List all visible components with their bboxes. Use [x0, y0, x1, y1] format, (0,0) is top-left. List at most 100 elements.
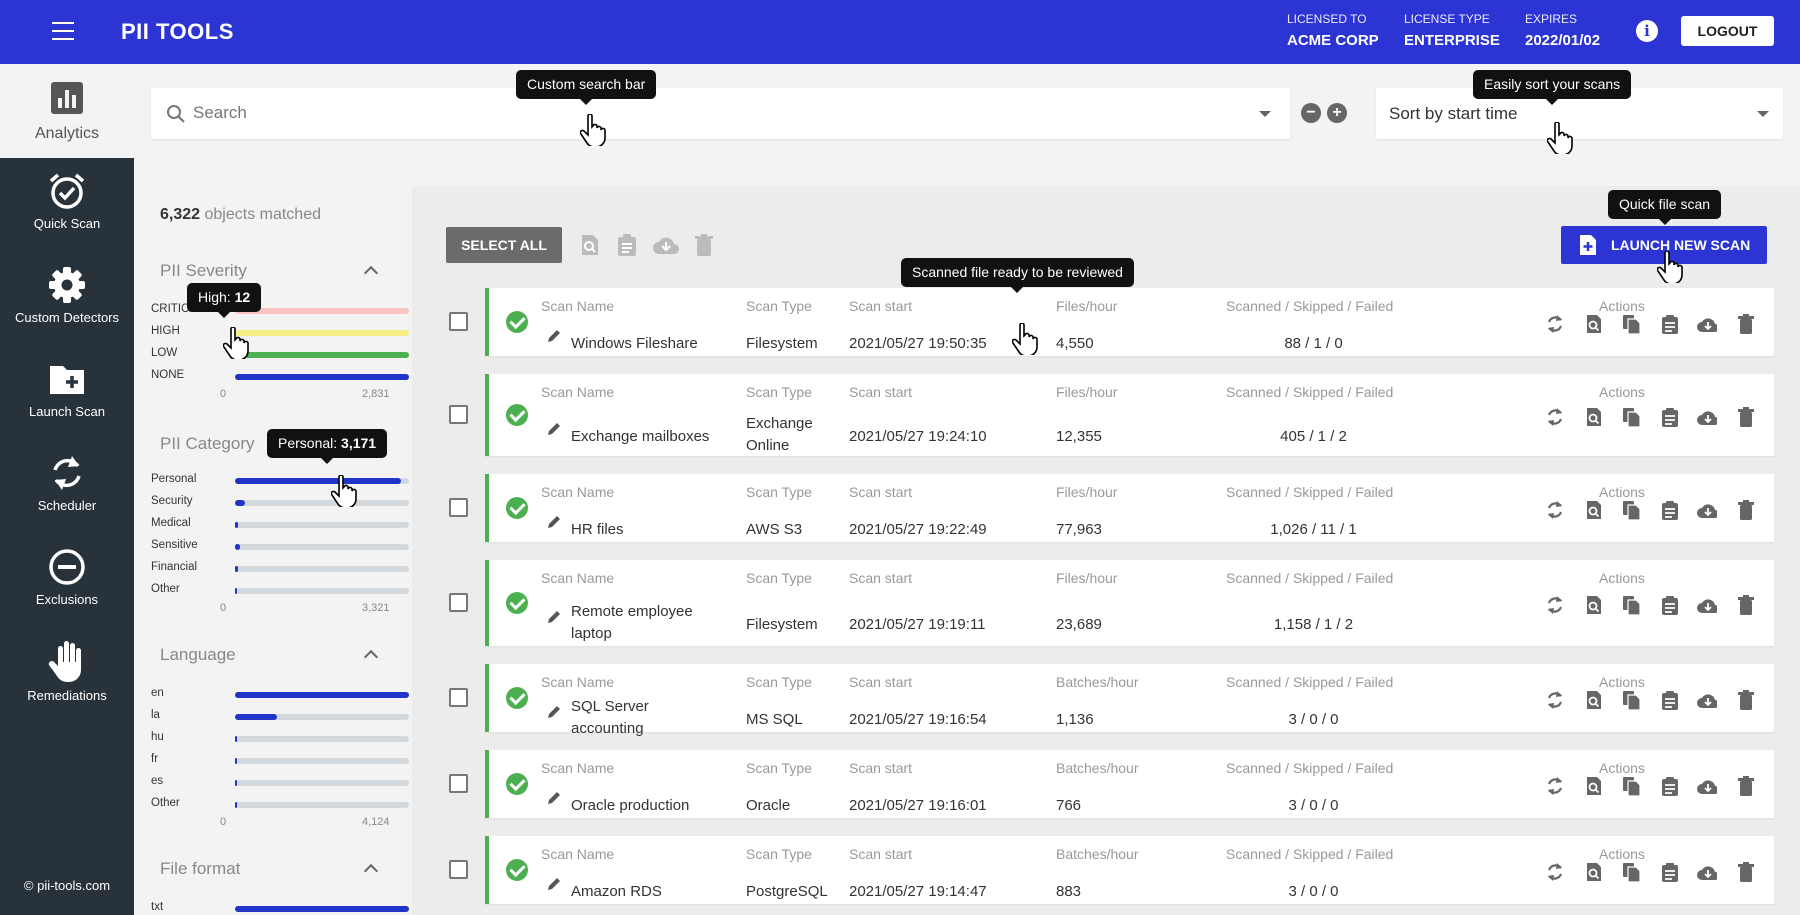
stat-bar-row[interactable]: la	[151, 709, 409, 723]
refresh-icon[interactable]	[1545, 595, 1565, 615]
edit-icon[interactable]	[547, 329, 561, 343]
cloud-download-icon[interactable]	[1697, 500, 1717, 520]
scan-row[interactable]: Scan Name Remote employee laptop Scan Ty…	[485, 560, 1774, 646]
nav-item-launch-scan[interactable]: Launch Scan	[0, 360, 134, 419]
search-file-icon[interactable]	[1584, 407, 1604, 427]
scan-row[interactable]: Scan Name SQL Server accounting Scan Typ…	[485, 664, 1774, 737]
row-checkbox[interactable]	[449, 312, 468, 331]
nav-item-remediations[interactable]: Remediations	[0, 640, 134, 703]
scan-name[interactable]: Exchange mailboxes	[571, 428, 710, 445]
row-checkbox[interactable]	[449, 860, 468, 879]
stat-bar-row[interactable]: Other	[151, 583, 409, 597]
trash-icon[interactable]	[1736, 595, 1756, 615]
search-bar[interactable]	[151, 88, 1290, 139]
row-checkbox[interactable]	[449, 774, 468, 793]
search-file-icon[interactable]	[1584, 776, 1604, 796]
trash-icon[interactable]	[1736, 776, 1756, 796]
chevron-up-icon[interactable]	[363, 265, 379, 281]
search-file-icon[interactable]	[1584, 314, 1604, 334]
scan-name[interactable]: Windows Fileshare	[571, 335, 698, 352]
scan-name[interactable]: SQL Server accounting	[571, 698, 649, 737]
clipboard-icon[interactable]	[617, 234, 637, 256]
cloud-download-icon[interactable]	[653, 234, 679, 256]
scan-name[interactable]: Oracle production	[571, 797, 690, 814]
trash-icon[interactable]	[1736, 314, 1756, 334]
menu-icon[interactable]	[52, 22, 74, 40]
refresh-icon[interactable]	[1545, 776, 1565, 796]
stat-bar-row[interactable]: txt	[151, 901, 409, 915]
search-input[interactable]	[193, 100, 1213, 126]
clipboard-icon[interactable]	[1660, 500, 1680, 520]
chevron-up-icon[interactable]	[363, 649, 379, 665]
trash-icon[interactable]	[695, 234, 713, 256]
trash-icon[interactable]	[1736, 862, 1756, 882]
copy-icon[interactable]	[1622, 500, 1642, 520]
stat-bar-row[interactable]: Personal	[151, 473, 409, 487]
cloud-download-icon[interactable]	[1697, 776, 1717, 796]
stat-bar-row[interactable]: hu	[151, 731, 409, 745]
clipboard-icon[interactable]	[1660, 407, 1680, 427]
edit-icon[interactable]	[547, 610, 561, 624]
scan-name[interactable]: Remote employee laptop	[571, 603, 693, 642]
info-icon[interactable]: i	[1636, 20, 1658, 42]
trash-icon[interactable]	[1736, 690, 1756, 710]
edit-icon[interactable]	[547, 877, 561, 891]
refresh-icon[interactable]	[1545, 862, 1565, 882]
edit-icon[interactable]	[547, 705, 561, 719]
refresh-icon[interactable]	[1545, 500, 1565, 520]
search-file-icon[interactable]	[1584, 595, 1604, 615]
copy-icon[interactable]	[1622, 690, 1642, 710]
nav-item-custom-detectors[interactable]: Custom Detectors	[0, 266, 134, 325]
cloud-download-icon[interactable]	[1697, 690, 1717, 710]
stat-bar-row[interactable]: Security	[151, 495, 409, 509]
stat-bar-row[interactable]: es	[151, 775, 409, 789]
remove-filter-button[interactable]: −	[1301, 103, 1321, 123]
scan-name[interactable]: HR files	[571, 521, 624, 538]
copy-icon[interactable]	[1622, 314, 1642, 334]
copy-icon[interactable]	[1622, 407, 1642, 427]
select-all-button[interactable]: SELECT ALL	[446, 227, 562, 263]
stat-bar-row[interactable]: Medical	[151, 517, 409, 531]
launch-new-scan-button[interactable]: LAUNCH NEW SCAN	[1561, 226, 1767, 264]
row-checkbox[interactable]	[449, 498, 468, 517]
stat-bar-row[interactable]: LOW	[151, 347, 409, 361]
scan-row[interactable]: Scan Name HR files Scan Type AWS S3 Scan…	[485, 474, 1774, 542]
sort-dropdown-icon[interactable]	[1757, 111, 1769, 117]
chevron-up-icon[interactable]	[363, 863, 379, 879]
clipboard-icon[interactable]	[1660, 595, 1680, 615]
search-file-icon[interactable]	[1584, 500, 1604, 520]
cloud-download-icon[interactable]	[1697, 595, 1717, 615]
stat-bar-row[interactable]: Sensitive	[151, 539, 409, 553]
stat-bar-row[interactable]: en	[151, 687, 409, 701]
clipboard-icon[interactable]	[1660, 314, 1680, 334]
copy-icon[interactable]	[1622, 595, 1642, 615]
refresh-icon[interactable]	[1545, 407, 1565, 427]
search-file-icon[interactable]	[580, 234, 600, 256]
nav-item-quick-scan[interactable]: Quick Scan	[0, 172, 134, 231]
nav-item-analytics[interactable]: Analytics	[0, 64, 134, 158]
row-checkbox[interactable]	[449, 405, 468, 424]
clipboard-icon[interactable]	[1660, 862, 1680, 882]
refresh-icon[interactable]	[1545, 690, 1565, 710]
scan-name[interactable]: Amazon RDS	[571, 883, 662, 900]
stat-bar-row[interactable]: HIGH	[151, 325, 409, 339]
edit-icon[interactable]	[547, 515, 561, 529]
edit-icon[interactable]	[547, 422, 561, 436]
row-checkbox[interactable]	[449, 593, 468, 612]
search-file-icon[interactable]	[1584, 690, 1604, 710]
stat-bar-row[interactable]: NONE	[151, 369, 409, 383]
row-checkbox[interactable]	[449, 688, 468, 707]
refresh-icon[interactable]	[1545, 314, 1565, 334]
add-filter-button[interactable]: +	[1327, 103, 1347, 123]
cloud-download-icon[interactable]	[1697, 314, 1717, 334]
edit-icon[interactable]	[547, 791, 561, 805]
cloud-download-icon[interactable]	[1697, 862, 1717, 882]
trash-icon[interactable]	[1736, 407, 1756, 427]
search-dropdown-icon[interactable]	[1259, 111, 1271, 117]
copy-icon[interactable]	[1622, 776, 1642, 796]
scan-row[interactable]: Scan Name Oracle production Scan Type Or…	[485, 750, 1774, 818]
scan-row[interactable]: Scan Name Exchange mailboxes Scan Type E…	[485, 374, 1774, 456]
scan-row[interactable]: Scan Name Amazon RDS Scan Type PostgreSQ…	[485, 836, 1774, 904]
scan-row[interactable]: Scan Name Windows Fileshare Scan Type Fi…	[485, 288, 1774, 356]
search-file-icon[interactable]	[1584, 862, 1604, 882]
